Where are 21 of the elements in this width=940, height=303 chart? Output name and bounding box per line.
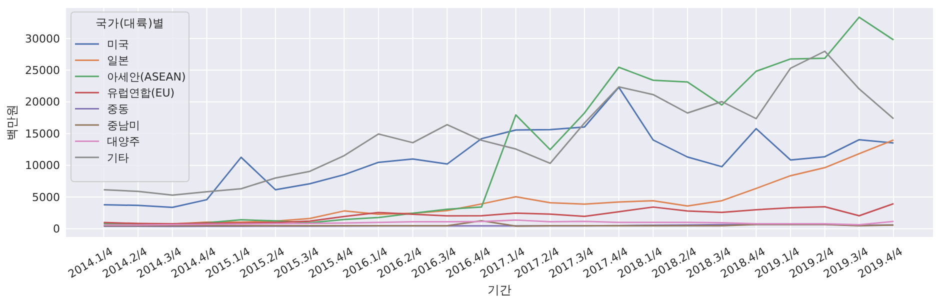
y-tick-label: 10000 xyxy=(25,159,60,172)
y-tick-label: 30000 xyxy=(25,32,60,46)
y-tick-label: 0 xyxy=(53,222,60,236)
legend-label: 일본 xyxy=(107,54,129,68)
legend-label: 대양주 xyxy=(107,135,140,148)
legend-title: 국가(대륙)별 xyxy=(96,16,164,30)
legend-label: 기타 xyxy=(107,151,129,164)
y-tick-label: 5000 xyxy=(32,190,60,204)
y-tick-label: 25000 xyxy=(25,64,60,78)
line-series xyxy=(103,202,894,225)
y-tick-label: 15000 xyxy=(25,127,60,140)
x-axis-title: 기간 xyxy=(488,283,512,297)
y-axis-title: 백만원 xyxy=(5,104,19,140)
legend-label: 유럽연합(EU) xyxy=(107,86,175,100)
line-series xyxy=(103,86,894,208)
y-tick-label: 20000 xyxy=(25,96,60,109)
legend-label: 중동 xyxy=(107,102,129,116)
legend-label: 중남미 xyxy=(107,118,140,132)
legend-label: 미국 xyxy=(107,38,129,51)
legend-label: 아세안(ASEAN) xyxy=(107,70,186,84)
line-series xyxy=(103,50,894,196)
